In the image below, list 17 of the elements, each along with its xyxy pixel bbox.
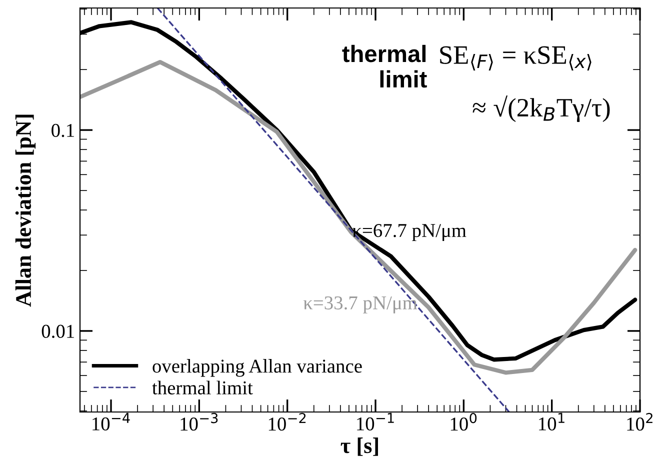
x-tick-label: 10$^{1}$ — [539, 412, 564, 430]
x-axis-title: τ [s] — [340, 438, 378, 456]
x-tick-label: 10$^{2}$ — [627, 412, 652, 431]
annotation: ≈ √(2k$_{B}$Tγ/τ) — [472, 96, 610, 122]
y-tick-label: 0.1 — [52, 124, 74, 138]
annotation: SE$_{⟨F⟩}$ = κSE$_{⟨x⟩}$ — [440, 46, 592, 70]
x-tick-label: 10$^{0}$ — [450, 412, 477, 431]
x-tick-label: 10$^{−2}$ — [268, 412, 306, 431]
legend-label: overlapping Allan variance — [152, 359, 362, 377]
legend-label: thermal limit — [152, 380, 253, 394]
x-tick-label: 10$^{−1}$ — [357, 412, 394, 430]
annotation: thermal limit — [342, 44, 427, 88]
x-tick-label: 10$^{−3}$ — [180, 412, 218, 431]
series-label: κ=33.7 pN/μm — [303, 296, 418, 314]
x-tick-label: 10$^{−4}$ — [92, 412, 130, 430]
y-axis-title: Allan deviation [pN] — [15, 114, 36, 307]
y-tick-label: 0.01 — [42, 324, 74, 338]
